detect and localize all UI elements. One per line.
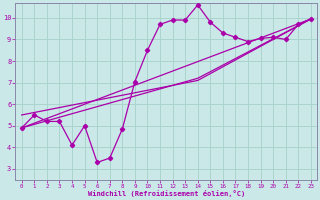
X-axis label: Windchill (Refroidissement éolien,°C): Windchill (Refroidissement éolien,°C) [88, 190, 245, 197]
